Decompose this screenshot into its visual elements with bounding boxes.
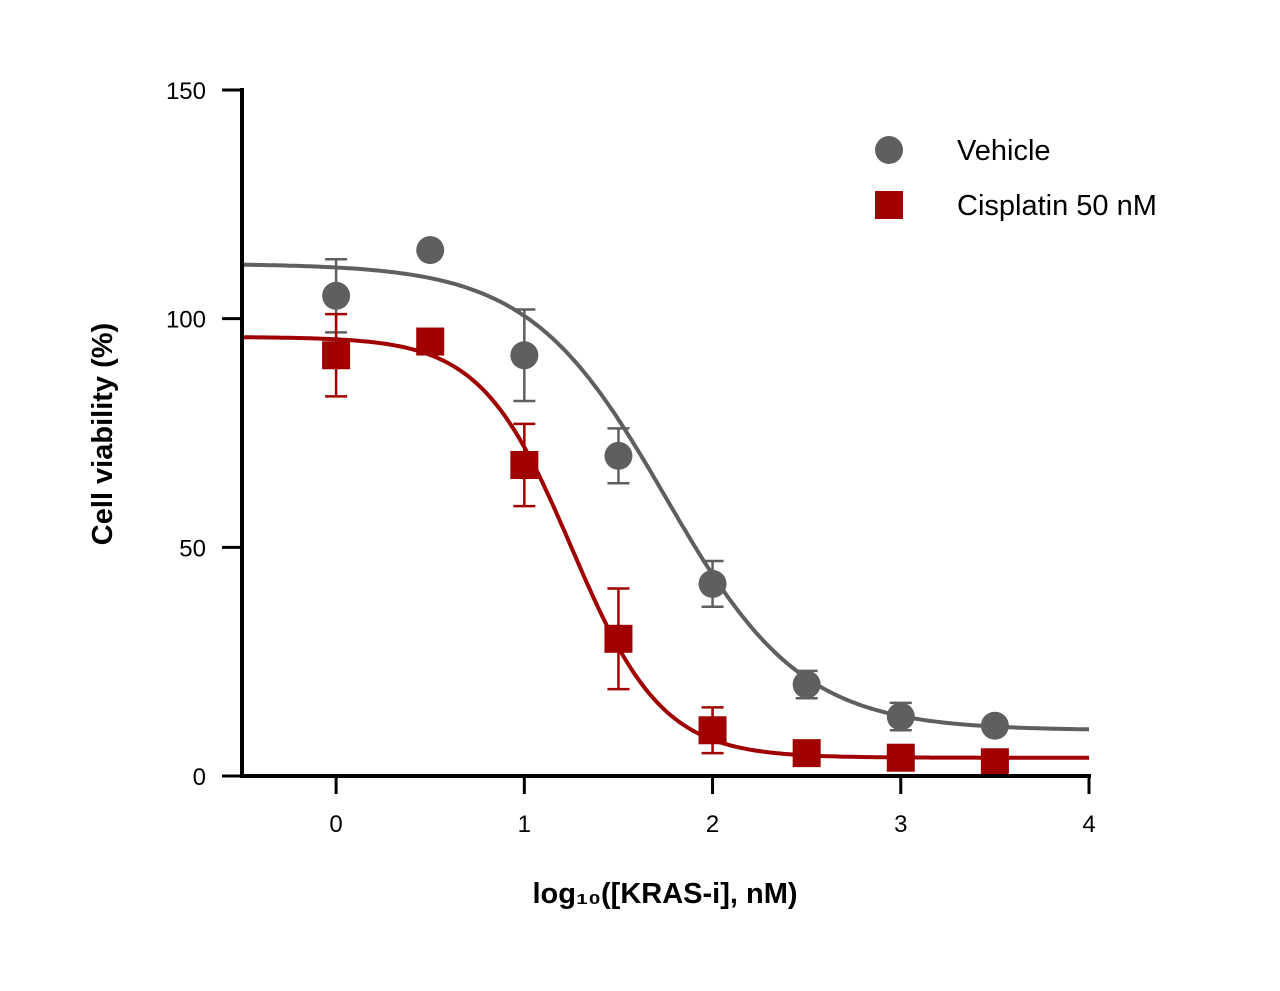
x-tick-label: 3	[894, 811, 907, 838]
data-point	[322, 341, 351, 370]
x-tick-label: 0	[329, 811, 342, 838]
data-point	[792, 739, 821, 768]
legend-label: Vehicle	[957, 135, 1051, 167]
data-point	[510, 341, 539, 370]
y-axis-title: Cell viability (%)	[87, 323, 119, 545]
data-point	[698, 569, 727, 598]
y-tick-label: 50	[179, 535, 206, 562]
error-bars	[325, 257, 912, 755]
data-point	[980, 748, 1009, 777]
legend-marker	[875, 191, 903, 219]
fit-curve	[241, 262, 1089, 732]
legend-label: Cisplatin 50 nM	[957, 190, 1157, 222]
fit-curves	[241, 262, 1089, 760]
y-tick-label: 100	[166, 307, 206, 334]
x-tick-label: 1	[518, 811, 531, 838]
data-markers	[322, 236, 1009, 777]
data-point	[886, 743, 915, 772]
y-tick-label: 0	[193, 764, 206, 791]
axes	[240, 88, 1091, 778]
data-point	[416, 327, 445, 356]
data-point	[510, 451, 539, 480]
data-point	[792, 670, 821, 699]
x-tick-label: 4	[1082, 811, 1095, 838]
fit-curve	[242, 335, 1089, 760]
y-tick-label: 150	[166, 78, 206, 105]
data-point	[886, 702, 915, 731]
legend: Vehicle Cisplatin 50 nM	[875, 135, 1157, 222]
data-point	[604, 624, 633, 653]
x-tick-label: 2	[706, 811, 719, 838]
data-point	[980, 711, 1009, 740]
x-axis-title: log₁₀([KRAS-i], nM)	[532, 878, 797, 910]
data-point	[322, 281, 351, 310]
y-axis-ticks: 0 50 100 150	[166, 78, 242, 791]
legend-marker	[875, 136, 903, 164]
data-point	[604, 441, 633, 470]
data-point	[698, 716, 727, 745]
plot-area	[241, 236, 1089, 777]
x-axis-ticks: 0 1 2 3 4	[329, 776, 1096, 838]
data-point	[416, 236, 445, 265]
